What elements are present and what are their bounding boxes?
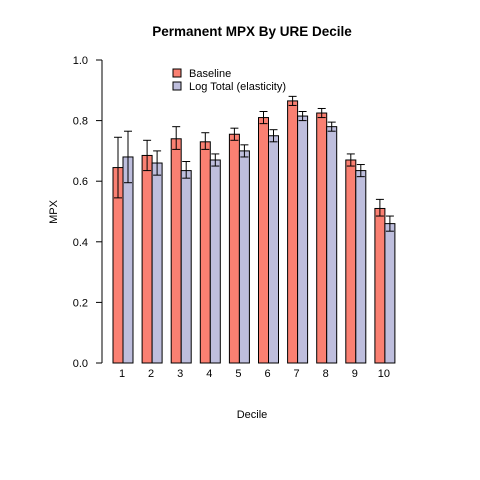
x-tick-label: 7 [294, 368, 300, 380]
x-tick-label: 6 [264, 368, 270, 380]
bar-log-total-3 [180, 170, 192, 364]
bars [112, 100, 396, 364]
y-tick-label: 1.0 [73, 55, 88, 67]
bar-baseline-3 [170, 138, 182, 364]
y-tick-label: 0.0 [73, 358, 88, 370]
bar-log-total-10 [384, 223, 396, 364]
bar-baseline-9 [345, 159, 357, 364]
bar-log-total-8 [326, 126, 338, 364]
x-tick-label: 4 [206, 368, 212, 380]
y-axis: 0.0 0.2 0.4 0.6 0.8 1.0 [73, 55, 103, 370]
bar-baseline-4 [199, 141, 211, 364]
bar-log-total-2 [151, 162, 163, 364]
y-tick-label: 0.4 [73, 237, 88, 249]
bar-baseline-6 [258, 117, 269, 364]
y-tick-label: 0.6 [73, 176, 88, 188]
y-tick-label: 0.2 [73, 297, 88, 309]
bar-baseline-2 [141, 154, 153, 364]
y-tick-label: 0.8 [73, 116, 88, 128]
legend-label: Log Total (elasticity) [189, 81, 286, 93]
bar-baseline-8 [316, 112, 328, 364]
x-axis-label: Decile [237, 409, 268, 421]
x-axis: 1 2 3 4 5 6 7 8 9 10 [119, 368, 390, 380]
x-tick-label: 10 [378, 368, 390, 380]
legend-swatch [172, 68, 182, 78]
bar-log-total-9 [355, 170, 367, 364]
bar-log-total-1 [122, 156, 134, 364]
y-axis-label: MPX [48, 199, 60, 224]
x-tick-label: 2 [148, 368, 154, 380]
chart-title: Permanent MPX By URE Decile [152, 24, 352, 39]
x-tick-label: 1 [119, 368, 125, 380]
bar-log-total-6 [268, 135, 279, 364]
bar-log-total-4 [209, 159, 221, 364]
x-tick-label: 5 [235, 368, 241, 380]
bar-log-total-5 [238, 150, 250, 364]
bar-baseline-10 [374, 207, 386, 364]
legend-label: Baseline [189, 68, 231, 80]
bar-log-total-7 [297, 115, 309, 364]
x-tick-label: 3 [177, 368, 183, 380]
bar-baseline-7 [287, 100, 299, 364]
bar-baseline-5 [228, 133, 240, 364]
error-bars [114, 95, 394, 232]
x-tick-label: 8 [323, 368, 329, 380]
legend-swatch [172, 81, 182, 91]
x-tick-label: 9 [352, 368, 358, 380]
